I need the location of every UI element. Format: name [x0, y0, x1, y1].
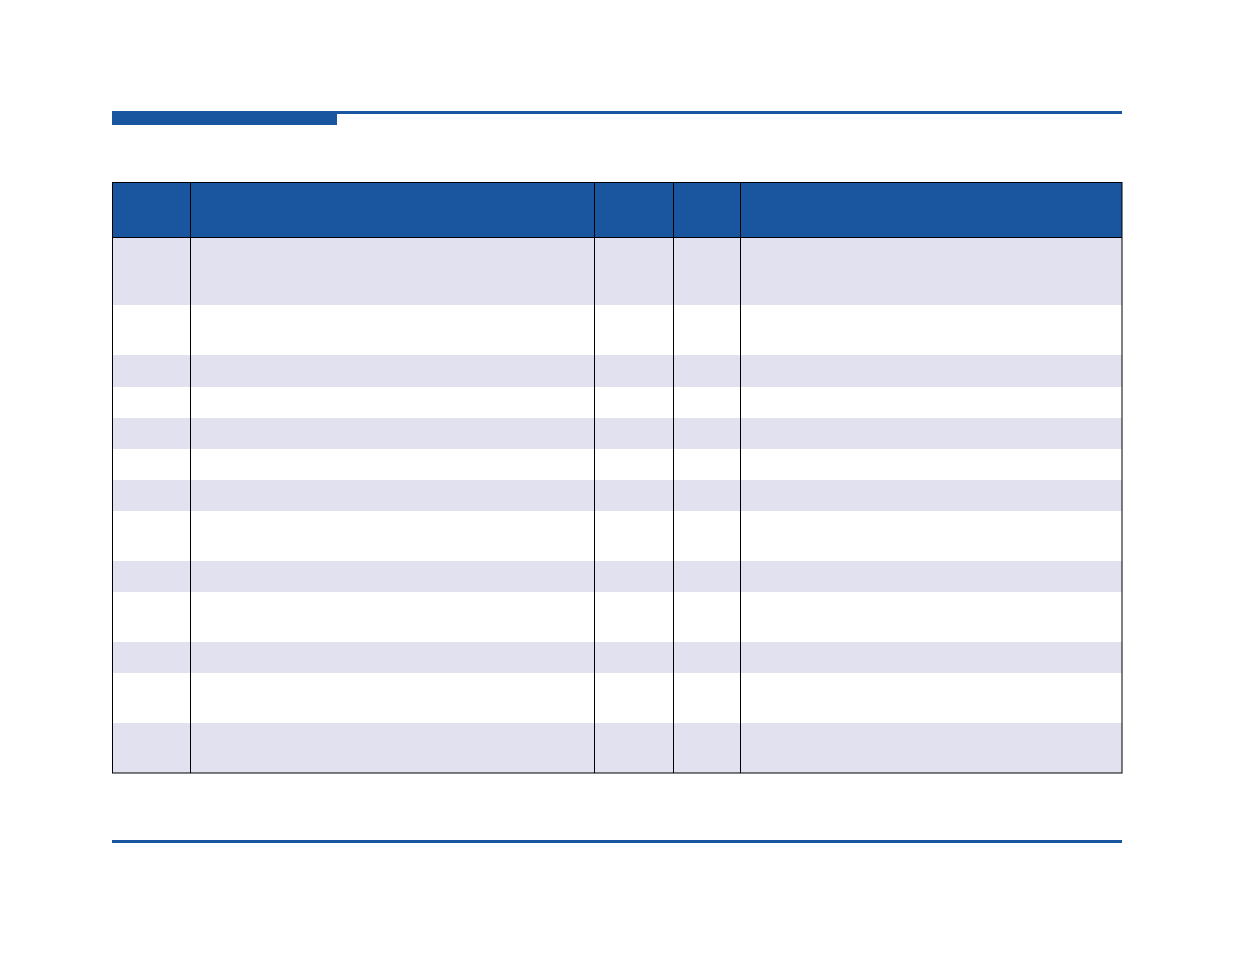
footer-rule	[112, 840, 1122, 843]
table-row	[112, 449, 1122, 480]
table-row	[112, 305, 1122, 355]
table-row	[112, 511, 1122, 561]
table-row	[112, 642, 1122, 673]
table-row	[112, 418, 1122, 449]
table-row	[112, 723, 1122, 773]
table-row	[112, 592, 1122, 642]
table-row	[112, 387, 1122, 418]
table-row	[112, 561, 1122, 592]
table-row	[112, 237, 1122, 305]
table-border	[112, 182, 1123, 774]
header-rule	[112, 111, 1122, 114]
table-row	[112, 480, 1122, 511]
header-tab	[112, 111, 337, 125]
table-row	[112, 673, 1122, 723]
table-header	[112, 182, 1122, 237]
table-row	[112, 355, 1122, 387]
